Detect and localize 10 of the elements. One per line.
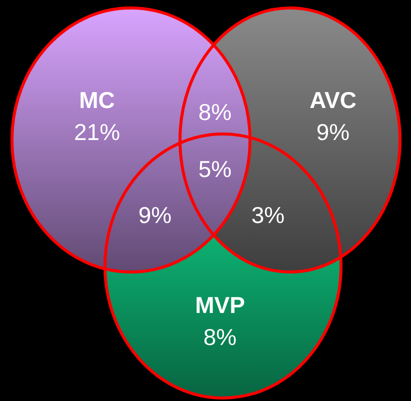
text: 9% bbox=[138, 202, 172, 228]
category-label: AVC bbox=[310, 87, 356, 113]
data-label: 9% bbox=[316, 119, 350, 145]
category-label: MC bbox=[79, 87, 115, 113]
category-label: MVP bbox=[195, 292, 245, 318]
text: 5% bbox=[198, 156, 232, 182]
text: 3% bbox=[251, 202, 285, 228]
data-label: 21% bbox=[74, 119, 120, 145]
text: 8% bbox=[198, 99, 232, 125]
data-label: 8% bbox=[203, 324, 237, 350]
